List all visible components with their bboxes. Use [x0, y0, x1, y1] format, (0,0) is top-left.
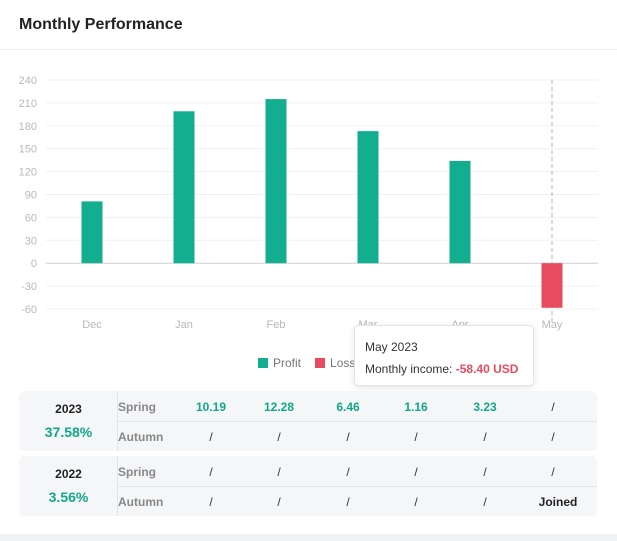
profit-swatch — [258, 358, 268, 368]
y-tick-label: 120 — [19, 167, 37, 179]
season-row: Autumn / / / / / / — [118, 421, 597, 451]
season-value: / — [346, 465, 350, 479]
y-tick-label: 0 — [31, 258, 37, 270]
season-value: / — [277, 430, 281, 444]
card-header: Monthly Performance — [0, 0, 617, 50]
bar-chart: 2402101801501209060300-30-60DecJanFebMar… — [19, 75, 598, 331]
legend-item-profit[interactable]: Profit — [258, 356, 301, 370]
y-tick-label: 210 — [19, 98, 37, 110]
season-value: 1.16 — [404, 400, 428, 414]
tooltip-body: Monthly income: -58.40 USD — [365, 360, 533, 378]
x-tick-label: May — [542, 319, 563, 331]
y-tick-label: -30 — [21, 281, 37, 293]
y-tick-label: 90 — [25, 190, 37, 202]
profit-bar-apr — [449, 160, 471, 264]
season-row: Spring / / / / / / — [118, 456, 597, 487]
year-block-2023: 2023 37.58% Spring 10.19 12.28 6.46 1.16 3.23/A… — [19, 391, 597, 451]
season-value: 10.19 — [195, 400, 227, 414]
year-percent: 3.56% — [48, 489, 89, 505]
y-tick-label: 180 — [19, 121, 37, 133]
loss-bar-may — [541, 263, 563, 308]
season-name: Autumn — [118, 495, 164, 509]
season-value: / — [346, 430, 350, 444]
year-percent: 37.58% — [44, 424, 93, 440]
season-value: / — [551, 400, 555, 414]
season-value: / — [209, 465, 213, 479]
profit-bar-feb — [265, 99, 287, 264]
season-name: Spring — [118, 400, 156, 414]
y-tick-label: 150 — [19, 144, 37, 156]
season-value: / — [483, 465, 487, 479]
tooltip-title: May 2023 — [365, 340, 418, 354]
season-row: Autumn / / / / / Joined — [118, 486, 597, 516]
x-tick-label: Dec — [82, 319, 102, 331]
season-value: / — [414, 465, 418, 479]
year-label: 2023 — [55, 402, 82, 416]
season-value: / — [209, 430, 213, 444]
season-row: Spring 10.19 12.28 6.46 1.16 3.23 / — [118, 391, 597, 422]
season-value: / — [209, 495, 213, 509]
year-summary: 2022 3.56% — [19, 456, 118, 516]
season-value: / — [414, 430, 418, 444]
season-value: / — [551, 430, 555, 444]
y-tick-label: 30 — [25, 235, 37, 247]
x-tick-label: Feb — [267, 319, 286, 331]
bottom-strip — [0, 534, 617, 541]
chart-tooltip: May 2023 Monthly income: -58.40 USD — [354, 325, 534, 386]
season-value: / — [483, 430, 487, 444]
season-name: Autumn — [118, 430, 164, 444]
profit-bar-jan — [173, 111, 195, 264]
x-tick-label: Jan — [175, 319, 193, 331]
season-value: 12.28 — [263, 400, 295, 414]
season-value: 6.46 — [336, 400, 360, 414]
legend-item-loss[interactable]: Loss — [315, 356, 355, 370]
loss-swatch — [315, 358, 326, 368]
season-value: 3.23 — [473, 400, 497, 414]
card-title: Monthly Performance — [19, 16, 183, 33]
season-value: / — [277, 465, 281, 479]
y-tick-label: 60 — [25, 212, 37, 224]
legend-label-loss: Loss — [330, 356, 356, 370]
season-value: / — [277, 495, 281, 509]
season-value: / — [551, 465, 555, 479]
tooltip-label: Monthly income: — [365, 362, 453, 376]
tooltip-value: -58.40 USD — [455, 362, 519, 376]
profit-bar-mar — [357, 131, 379, 264]
season-value: / — [483, 495, 487, 509]
profit-bar-dec — [81, 201, 103, 264]
season-name: Spring — [118, 465, 156, 479]
y-tick-label: -60 — [21, 304, 37, 316]
year-block-2022: 2022 3.56% Spring / / / / / / Autumn / / / / / Joined — [19, 456, 597, 516]
chart-legend: Profit Loss — [258, 356, 355, 370]
y-tick-label: 240 — [19, 75, 37, 87]
season-value: Joined — [538, 495, 578, 509]
season-value: / — [414, 495, 418, 509]
legend-label-profit: Profit — [273, 356, 302, 370]
year-label: 2022 — [55, 467, 82, 481]
season-value: / — [346, 495, 350, 509]
year-summary: 2023 37.58% — [19, 391, 118, 451]
